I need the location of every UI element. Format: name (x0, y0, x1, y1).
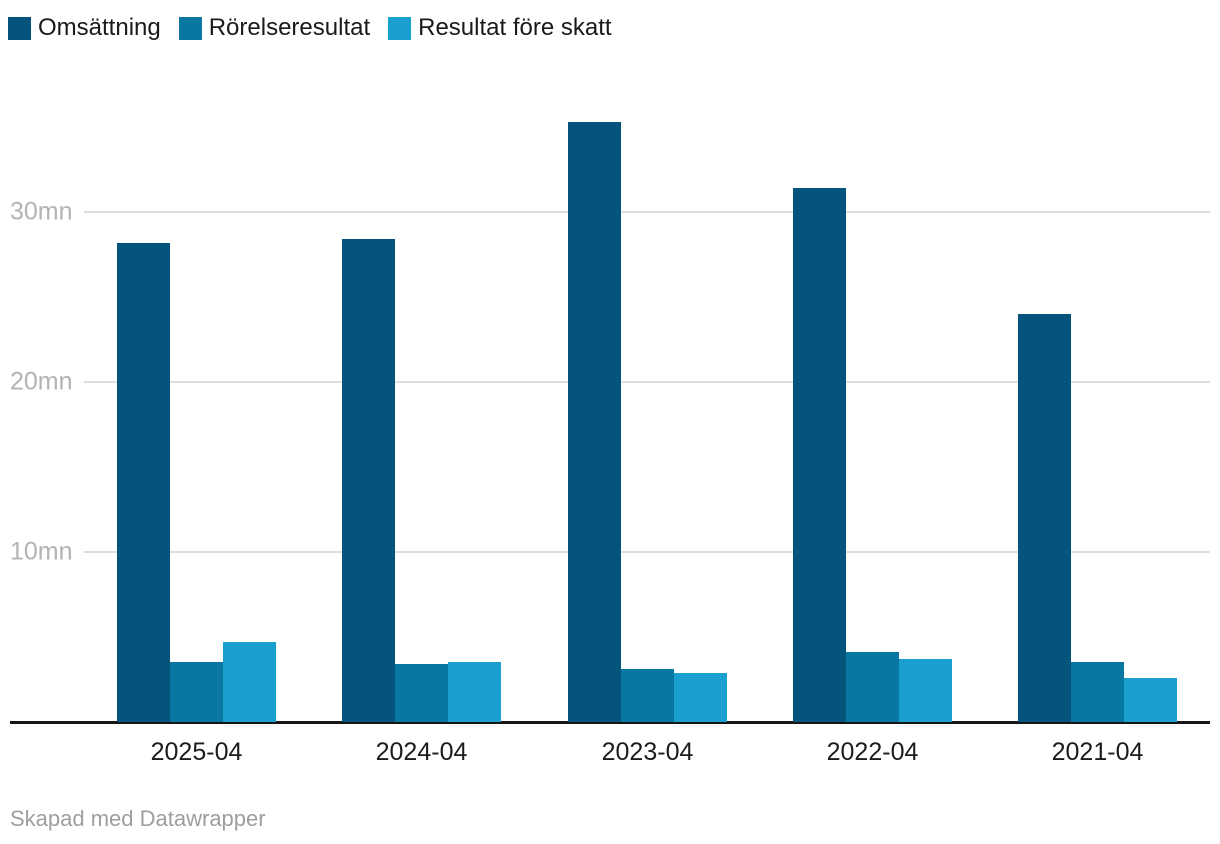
legend-swatch-icon (388, 16, 412, 40)
bar-oms-ttning-2021-04 (1018, 314, 1071, 722)
x-axis-label-2023-04: 2023-04 (601, 738, 694, 766)
bar-r-relseresultat-2022-04 (846, 652, 899, 722)
plot-area: 10mn 20mn 30mn (0, 104, 1220, 724)
legend-label: Omsättning (38, 14, 161, 41)
y-tick-label-20mn: 20mn (10, 367, 73, 396)
legend: Omsättning Rörelseresultat Resultat före s… (8, 14, 612, 41)
legend-item-r-relseresultat: Rörelseresultat (178, 14, 371, 41)
bar-r-relseresultat-2023-04 (621, 669, 674, 722)
legend-label: Resultat före skatt (418, 14, 612, 41)
legend-label: Rörelseresultat (208, 14, 371, 41)
x-axis-line (10, 721, 1210, 724)
y-tick-label-30mn: 30mn (10, 197, 73, 226)
legend-swatch-icon (178, 16, 202, 40)
bar-resultat-f-re-skatt-2021-04 (1124, 678, 1177, 722)
bar-r-relseresultat-2025-04 (170, 662, 223, 722)
bar-resultat-f-re-skatt-2023-04 (674, 673, 727, 722)
legend-item-resultat-f-re-skatt: Resultat före skatt (388, 14, 612, 41)
bar-oms-ttning-2025-04 (117, 243, 170, 722)
bar-resultat-f-re-skatt-2024-04 (448, 662, 501, 722)
y-tick-label-10mn: 10mn (10, 537, 73, 566)
bar-oms-ttning-2023-04 (568, 122, 621, 722)
x-axis-label-2021-04: 2021-04 (1051, 738, 1144, 766)
x-axis-label-2022-04: 2022-04 (826, 738, 919, 766)
x-axis-label-2025-04: 2025-04 (150, 738, 243, 766)
x-axis-label-2024-04: 2024-04 (375, 738, 468, 766)
bar-r-relseresultat-2024-04 (395, 664, 448, 722)
bar-r-relseresultat-2021-04 (1071, 662, 1124, 722)
gridline-30mn (84, 211, 1210, 213)
legend-swatch-icon (8, 16, 31, 40)
bar-oms-ttning-2024-04 (342, 239, 395, 722)
bar-resultat-f-re-skatt-2022-04 (899, 659, 952, 722)
legend-item-oms-ttning: Omsättning (8, 14, 161, 41)
gridline-10mn (84, 551, 1210, 553)
bar-resultat-f-re-skatt-2025-04 (223, 642, 276, 722)
footer-credit: Skapad med Datawrapper (10, 806, 266, 831)
bar-oms-ttning-2022-04 (793, 188, 846, 722)
gridline-20mn (84, 381, 1210, 383)
